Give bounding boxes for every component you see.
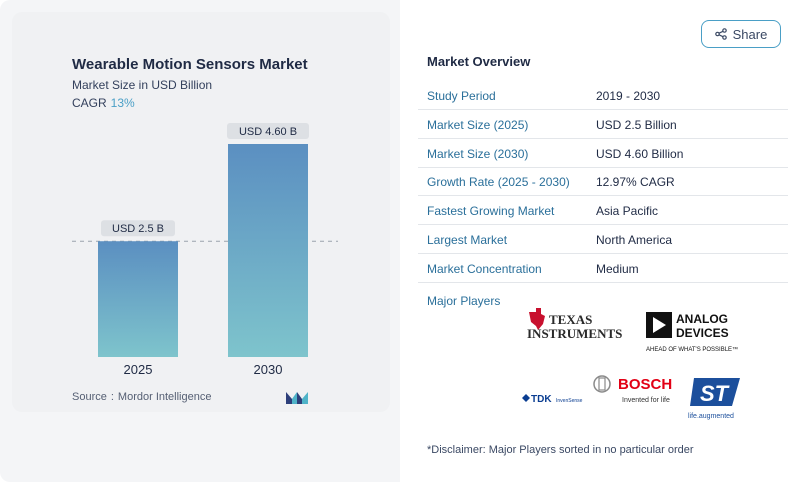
overview-value: North America (596, 233, 673, 247)
overview-key: Study Period (427, 89, 496, 103)
chart-source: Source: Mordor Intelligence (72, 391, 212, 403)
bar-2025 (98, 241, 178, 357)
share-icon (714, 28, 727, 40)
chart-title: Wearable Motion Sensors Market (72, 56, 308, 73)
chart-subtitle: Market Size in USD Billion (72, 78, 213, 92)
overview-value: USD 4.60 Billion (596, 146, 684, 161)
overview-row: Largest Market North America (418, 225, 788, 254)
svg-text:ST: ST (700, 381, 730, 406)
st-logo: ST life.augmented (688, 376, 748, 422)
overview-key: Market Concentration (427, 261, 542, 276)
overview-value: Asia Pacific (596, 204, 659, 219)
analog-devices-logo: ANALOG DEVICES AHEAD OF WHAT'S POSSIBLE™ (646, 310, 746, 354)
overview-row: Market Concentration Medium (418, 254, 788, 283)
overview-key: Fastest Growing Market (427, 204, 555, 219)
svg-text:InvenSense: InvenSense (556, 398, 583, 404)
source-label: Source (72, 391, 107, 403)
share-label: Share (732, 26, 768, 42)
texas-instruments-logo: TEXAS INSTRUMENTS (527, 306, 627, 342)
data-label-box (227, 123, 309, 139)
svg-text:Invented for life: Invented for life (622, 397, 670, 404)
svg-text:INSTRUMENTS: INSTRUMENTS (527, 326, 622, 341)
cagr-value: 13% (110, 96, 135, 110)
overview-key: Market Size (2030) (427, 146, 529, 161)
overview-value: USD 2.5 Billion (596, 117, 677, 132)
overview-key: Market Size (2025) (427, 117, 529, 132)
cagr-label: CAGR (72, 96, 107, 110)
overview-value: Medium (596, 261, 639, 276)
svg-text:life.augmented: life.augmented (688, 413, 734, 420)
svg-text:DEVICES: DEVICES (676, 326, 729, 340)
bar-chart: USD 2.5 B 2025 USD 4.60 B 2030 (72, 123, 338, 377)
x-tick-label: 2025 (124, 362, 153, 377)
disclaimer: *Disclaimer: Major Players sorted in no … (427, 444, 694, 456)
overview-key: Growth Rate (2025 - 2030) (427, 175, 570, 190)
data-label: USD 4.60 B (239, 126, 297, 138)
overview-key: Largest Market (427, 233, 508, 247)
svg-text:TEXAS: TEXAS (549, 312, 592, 327)
overview-row: Market Size (2030) USD 4.60 Billion (418, 139, 788, 168)
svg-text:AHEAD OF WHAT'S POSSIBLE™: AHEAD OF WHAT'S POSSIBLE™ (646, 346, 738, 353)
share-button[interactable]: Share (701, 20, 781, 48)
major-players-title: Major Players (427, 294, 501, 308)
data-label: USD 2.5 B (112, 223, 164, 235)
chart-card (12, 12, 390, 412)
overview-row: Fastest Growing Market Asia Pacific (418, 196, 788, 226)
tdk-logo: TDK InvenSense (522, 390, 588, 406)
overview-panel (400, 0, 800, 482)
overview-value: 2019 - 2030 (596, 89, 661, 103)
overview-row: Study Period 2019 - 2030 (418, 81, 788, 110)
svg-text:BOSCH: BOSCH (618, 376, 672, 393)
overview-row: Market Size (2025) USD 2.5 Billion (418, 110, 788, 139)
cagr-line: CAGR 13% (72, 96, 135, 110)
bar-2030 (228, 144, 308, 357)
source-name: Mordor Intelligence (117, 391, 212, 403)
overview-title: Market Overview (427, 54, 531, 69)
bosch-logo: BOSCH Invented for life (592, 372, 678, 406)
overview-value: 12.97% CAGR (596, 175, 675, 190)
overview-row: Growth Rate (2025 - 2030) 12.97% CAGR (418, 167, 788, 197)
mordor-logo-icon (286, 392, 308, 404)
data-label-box (101, 220, 175, 237)
svg-text:TDK: TDK (531, 394, 552, 405)
svg-text:ANALOG: ANALOG (676, 312, 728, 326)
x-tick-label: 2030 (254, 362, 283, 377)
